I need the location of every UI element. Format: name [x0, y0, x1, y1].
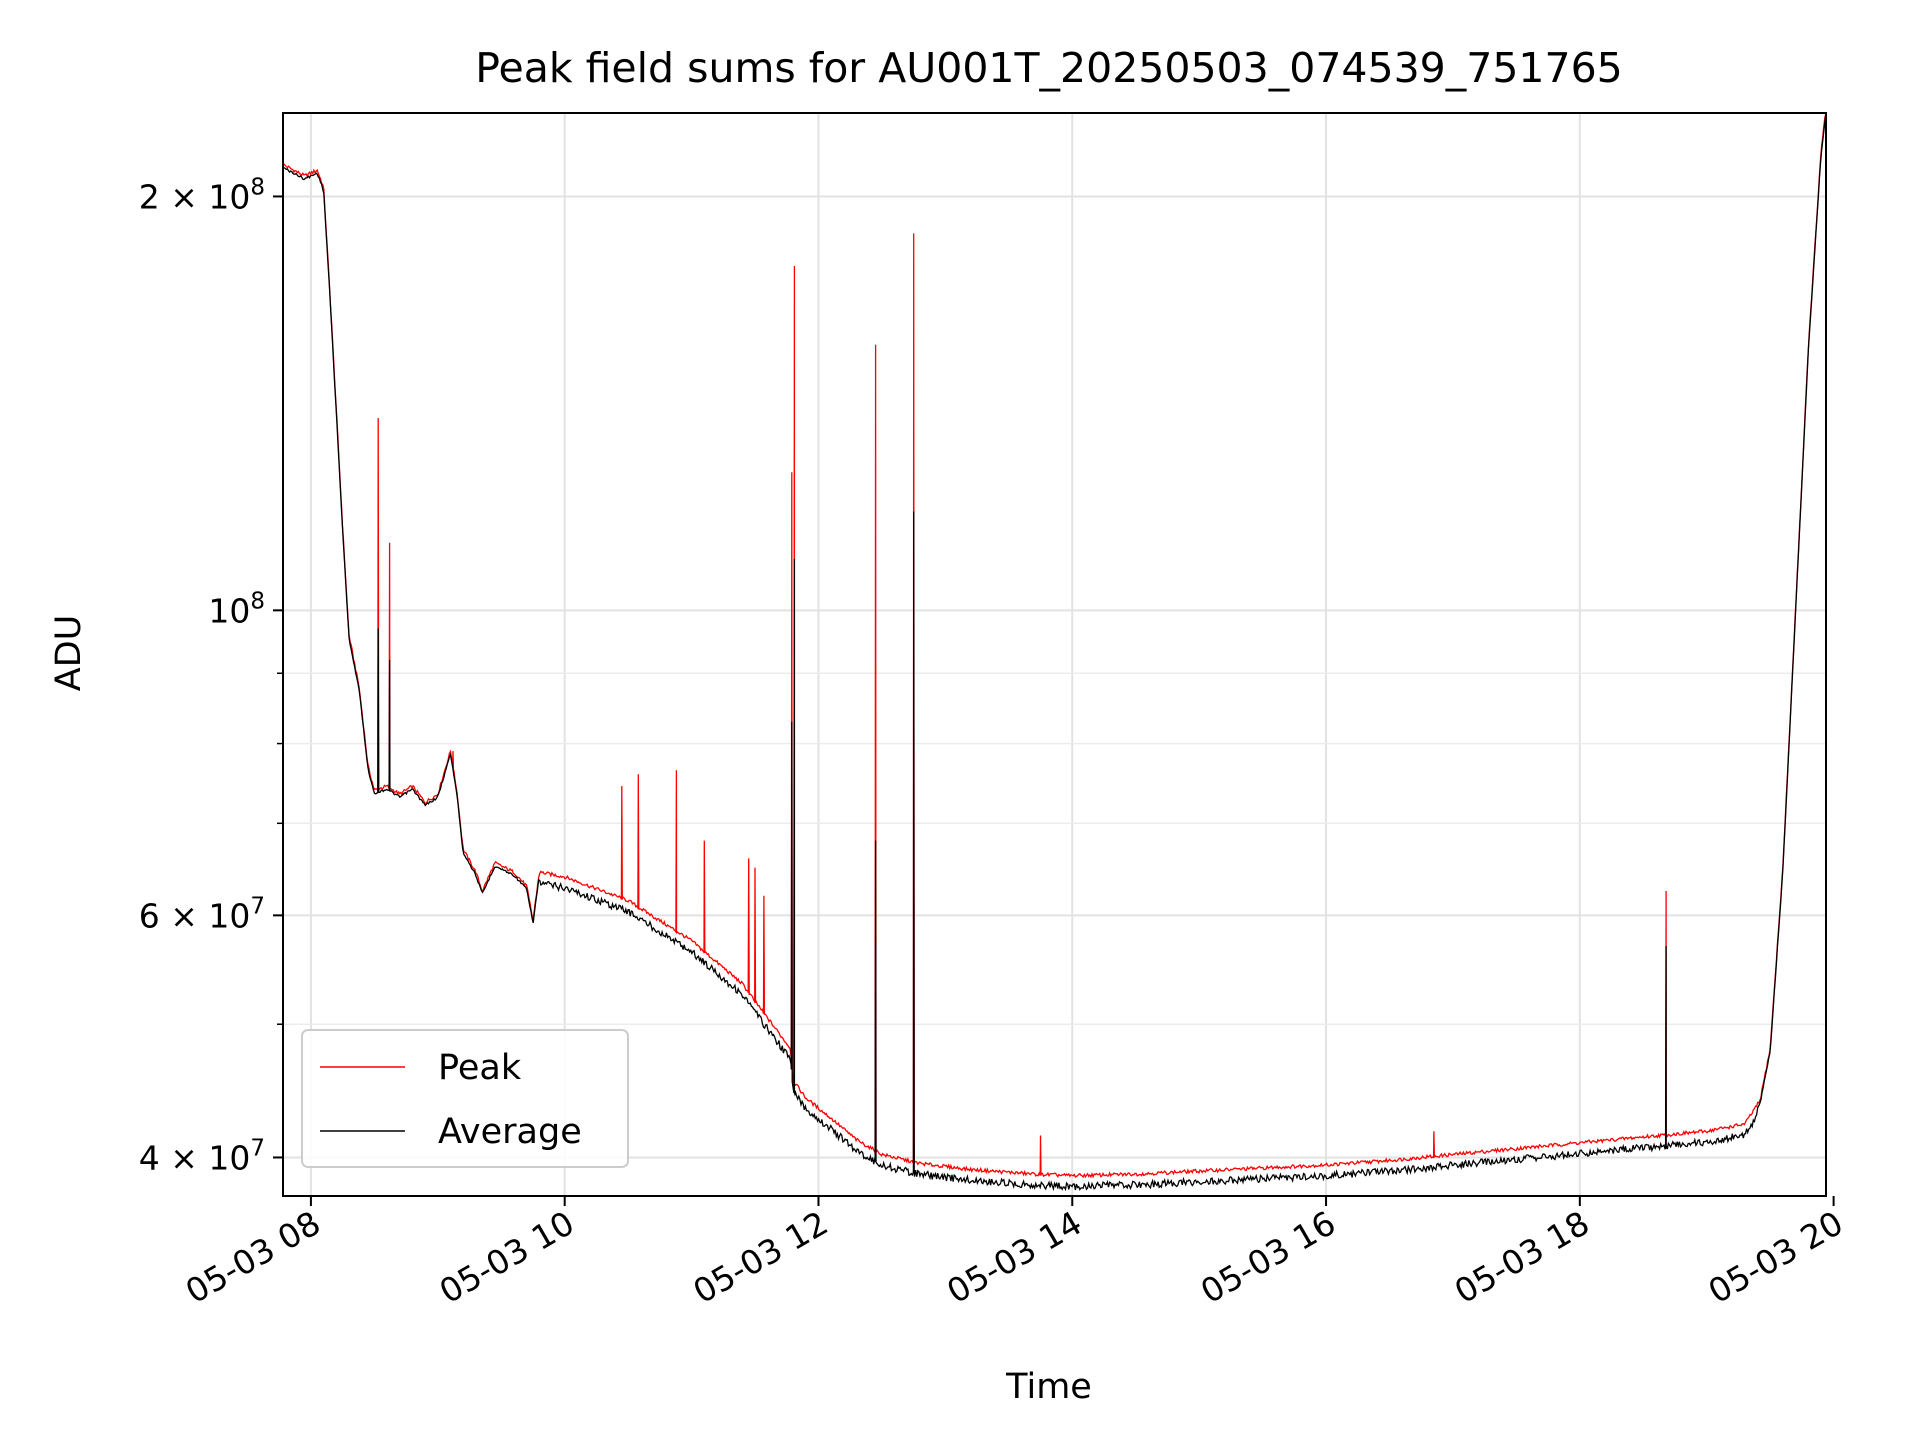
legend-box	[301, 1029, 629, 1168]
x-axis-label: Time	[1005, 1367, 1092, 1407]
y-axis-label: ADU	[49, 615, 89, 692]
chart-title: Peak field sums for AU001T_20250503_0745…	[475, 44, 1623, 92]
y-tick-label: 6 × 107	[139, 893, 265, 935]
series-line-peak	[283, 113, 1826, 1179]
series-line-average	[283, 113, 1826, 1192]
grid	[283, 113, 1826, 1196]
y-tick-label: 2 × 108	[139, 174, 265, 216]
plot-area	[283, 113, 1826, 1192]
y-tick-label: 4 × 107	[139, 1135, 265, 1177]
legend-label-peak: Peak	[438, 1048, 522, 1088]
legend: Peak Average	[301, 1029, 629, 1168]
axes-frame	[282, 112, 1827, 1197]
y-tick-label: 108	[208, 588, 265, 630]
legend-label-average: Average	[438, 1112, 582, 1152]
